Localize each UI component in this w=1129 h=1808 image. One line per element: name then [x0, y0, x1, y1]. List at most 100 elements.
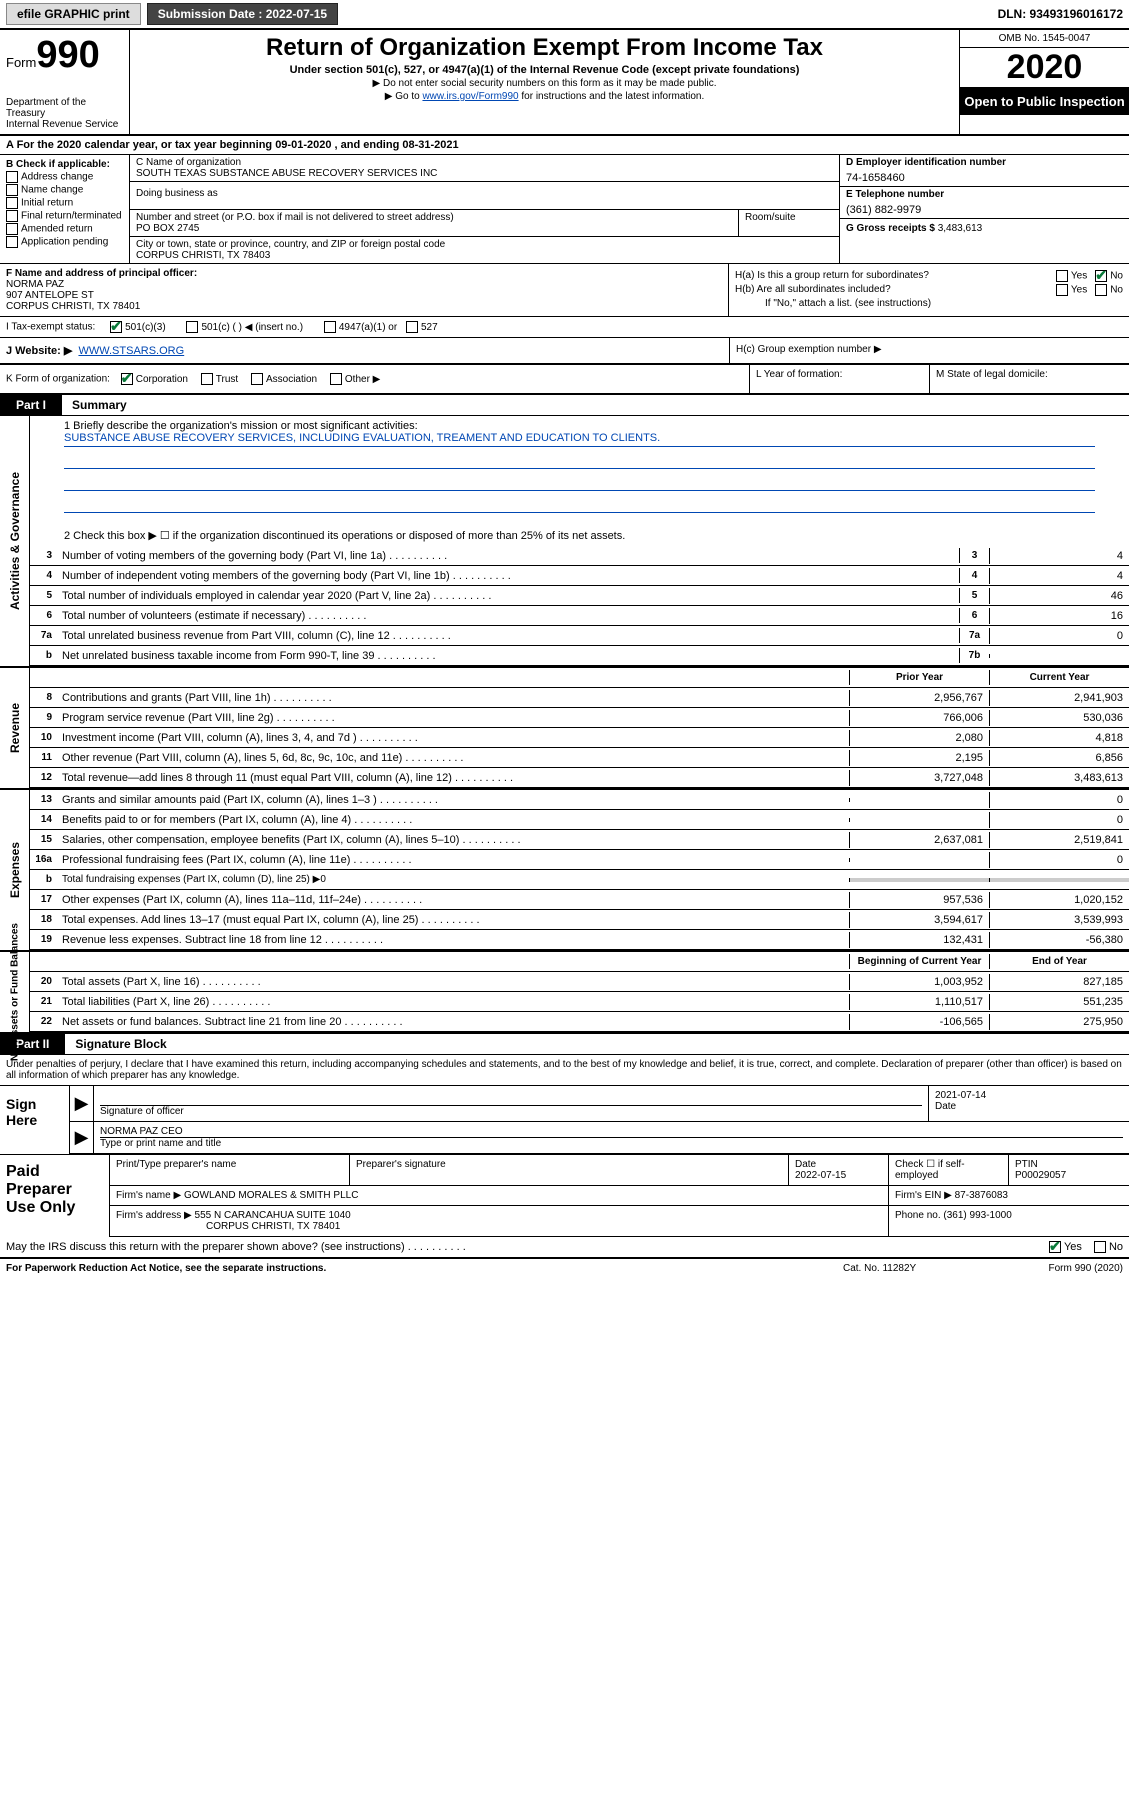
block-bcd: B Check if applicable: Address change Na… [0, 155, 1129, 264]
netassets-row: 22Net assets or fund balances. Subtract … [30, 1012, 1129, 1032]
year-formation: L Year of formation: [749, 365, 929, 393]
section-klm: K Form of organization: Corporation Trus… [0, 365, 1129, 395]
part1-tab: Part I [0, 395, 62, 415]
part1-header: Part I Summary [0, 395, 1129, 416]
omb-number: OMB No. 1545-0047 [960, 30, 1129, 48]
hc-group-exemption: H(c) Group exemption number ▶ [729, 338, 1129, 363]
hb-yes[interactable]: Yes [1056, 284, 1087, 296]
firm-phone: Phone no. (361) 993-1000 [889, 1206, 1129, 1236]
gov-row: 5Total number of individuals employed in… [30, 586, 1129, 606]
chk-address-change[interactable]: Address change [6, 171, 123, 183]
officer-sig-label: Signature of officer [100, 1106, 922, 1117]
ha-no[interactable]: No [1095, 270, 1123, 282]
firm-name: Firm's name ▶ GOWLAND MORALES & SMITH PL… [110, 1186, 889, 1205]
revenue-row: 8Contributions and grants (Part VIII, li… [30, 688, 1129, 708]
prep-sig-label: Preparer's signature [350, 1155, 789, 1185]
revenue-row: 11Other revenue (Part VIII, column (A), … [30, 748, 1129, 768]
chk-initial-return[interactable]: Initial return [6, 197, 123, 209]
city-label: City or town, state or province, country… [136, 239, 833, 250]
expenses-section: Expenses 13Grants and similar amounts pa… [0, 790, 1129, 952]
mission-block: 1 Briefly describe the organization's mi… [30, 416, 1129, 525]
hb-no[interactable]: No [1095, 284, 1123, 296]
prep-self-employed[interactable]: Check ☐ if self-employed [889, 1155, 1009, 1185]
tel-value: (361) 882-9979 [840, 202, 1129, 219]
dln-text: DLN: 93493196016172 [998, 7, 1123, 21]
officer-name: NORMA PAZ [6, 279, 722, 290]
discuss-yes[interactable]: Yes [1049, 1241, 1082, 1253]
side-revenue: Revenue [8, 703, 22, 753]
chk-501c3[interactable]: 501(c)(3) [110, 322, 166, 333]
chk-amended-return[interactable]: Amended return [6, 223, 123, 235]
expense-row: 18Total expenses. Add lines 13–17 (must … [30, 910, 1129, 930]
efile-button[interactable]: efile GRAPHIC print [6, 3, 141, 25]
expense-row: 16aProfessional fundraising fees (Part I… [30, 850, 1129, 870]
side-expenses: Expenses [8, 842, 22, 898]
chk-association[interactable]: Association [251, 374, 317, 385]
chk-527[interactable]: 527 [406, 322, 438, 333]
part2-title: Signature Block [65, 1034, 176, 1054]
form-title: Return of Organization Exempt From Incom… [136, 34, 953, 62]
submission-date-button[interactable]: Submission Date : 2022-07-15 [147, 3, 338, 25]
discuss-no[interactable]: No [1094, 1241, 1123, 1253]
expense-row: 14Benefits paid to or for members (Part … [30, 810, 1129, 830]
section-c-org-info: C Name of organization SOUTH TEXAS SUBST… [130, 155, 839, 263]
netassets-header-row: Beginning of Current Year End of Year [30, 952, 1129, 972]
chk-4947[interactable]: 4947(a)(1) or [324, 322, 397, 333]
revenue-row: 12Total revenue—add lines 8 through 11 (… [30, 768, 1129, 788]
chk-other[interactable]: Other ▶ [330, 374, 380, 385]
gov-row: 6Total number of volunteers (estimate if… [30, 606, 1129, 626]
form-header: Form990 Department of the Treasury Inter… [0, 30, 1129, 136]
chk-trust[interactable]: Trust [201, 374, 238, 385]
line-a-tax-year: A For the 2020 calendar year, or tax yea… [0, 136, 1129, 155]
officer-city: CORPUS CHRISTI, TX 78401 [6, 301, 722, 312]
section-j-website: J Website: ▶ WWW.STSARS.ORG H(c) Group e… [0, 338, 1129, 365]
revenue-header-row: Prior Year Current Year [30, 668, 1129, 688]
org-name: SOUTH TEXAS SUBSTANCE ABUSE RECOVERY SER… [136, 168, 833, 179]
ha-yes[interactable]: Yes [1056, 270, 1087, 282]
chk-final-return[interactable]: Final return/terminated [6, 210, 123, 222]
gov-row: bNet unrelated business taxable income f… [30, 646, 1129, 666]
sig-name: NORMA PAZ CEO [100, 1126, 1123, 1138]
section-b-checkboxes: B Check if applicable: Address change Na… [0, 155, 130, 263]
revenue-row: 10Investment income (Part VIII, column (… [30, 728, 1129, 748]
expense-row: bTotal fundraising expenses (Part IX, co… [30, 870, 1129, 890]
part2-header: Part II Signature Block [0, 1034, 1129, 1055]
paid-preparer-label: Paid Preparer Use Only [0, 1155, 110, 1237]
chk-501c[interactable]: 501(c) ( ) ◀ (insert no.) [186, 322, 303, 333]
tel-label: E Telephone number [840, 187, 1129, 202]
officer-street: 907 ANTELOPE ST [6, 290, 722, 301]
dba-label: Doing business as [130, 182, 839, 210]
section-h-group: H(a) Is this a group return for subordin… [729, 264, 1129, 316]
chk-application-pending[interactable]: Application pending [6, 236, 123, 248]
footer: For Paperwork Reduction Act Notice, see … [0, 1259, 1129, 1278]
side-governance: Activities & Governance [8, 472, 22, 610]
form-note-ssn: ▶ Do not enter social security numbers o… [136, 78, 953, 89]
footer-cat: Cat. No. 11282Y [843, 1263, 983, 1274]
mission-text: SUBSTANCE ABUSE RECOVERY SERVICES, INCLU… [64, 432, 1095, 447]
dept-treasury: Department of the Treasury Internal Reve… [6, 97, 123, 130]
org-name-label: C Name of organization [136, 157, 833, 168]
irs-link[interactable]: www.irs.gov/Form990 [422, 91, 518, 102]
sig-date-label: Date [935, 1101, 1123, 1112]
sign-here-label: Sign Here [0, 1086, 70, 1154]
ein-label: D Employer identification number [840, 155, 1129, 170]
side-netassets: Net Assets or Fund Balances [9, 923, 20, 1061]
website-link[interactable]: WWW.STSARS.ORG [78, 345, 184, 357]
footer-paperwork: For Paperwork Reduction Act Notice, see … [6, 1263, 843, 1274]
city-value: CORPUS CHRISTI, TX 78403 [136, 250, 833, 261]
prep-date: Date2022-07-15 [789, 1155, 889, 1185]
state-domicile: M State of legal domicile: [929, 365, 1129, 393]
revenue-row: 9Program service revenue (Part VIII, lin… [30, 708, 1129, 728]
paid-preparer-block: Paid Preparer Use Only Print/Type prepar… [0, 1154, 1129, 1237]
netassets-row: 21Total liabilities (Part X, line 26)1,1… [30, 992, 1129, 1012]
netassets-section: Net Assets or Fund Balances Beginning of… [0, 952, 1129, 1034]
prep-name-label: Print/Type preparer's name [110, 1155, 350, 1185]
section-f-officer: F Name and address of principal officer:… [0, 264, 729, 316]
chk-name-change[interactable]: Name change [6, 184, 123, 196]
chk-corporation[interactable]: Corporation [121, 374, 188, 385]
netassets-row: 20Total assets (Part X, line 16)1,003,95… [30, 972, 1129, 992]
sig-name-label: Type or print name and title [100, 1138, 1123, 1149]
open-to-public: Open to Public Inspection [960, 88, 1129, 115]
revenue-section: Revenue Prior Year Current Year 8Contrib… [0, 668, 1129, 790]
gov-row: 3Number of voting members of the governi… [30, 546, 1129, 566]
